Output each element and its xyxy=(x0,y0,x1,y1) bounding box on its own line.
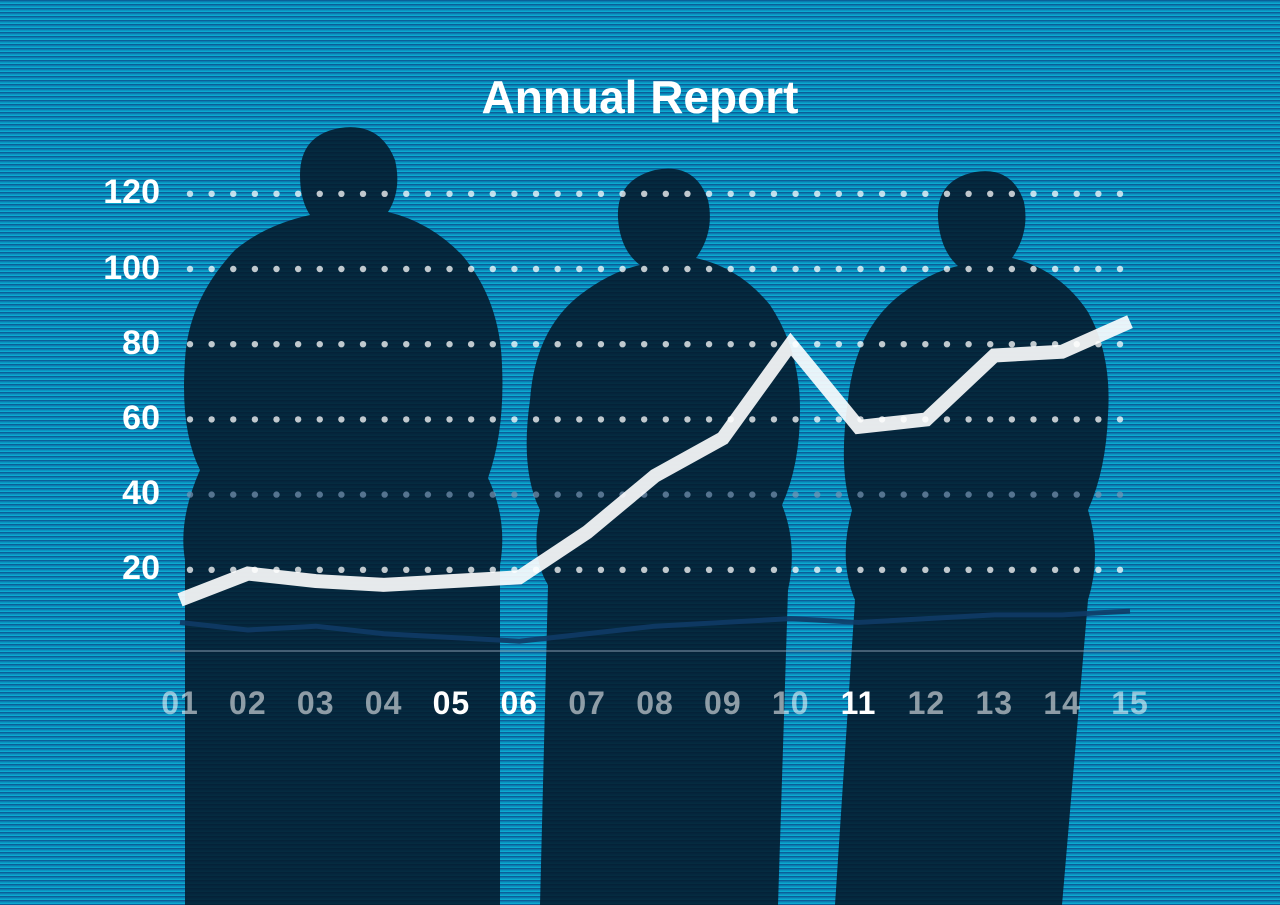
x-tick-label: 11 xyxy=(829,685,889,722)
y-tick-label: 40 xyxy=(80,474,160,513)
series-main xyxy=(180,322,1130,600)
grid xyxy=(187,191,1123,573)
y-tick-label: 20 xyxy=(80,549,160,588)
x-tick-label: 04 xyxy=(354,685,414,722)
x-tick-label: 01 xyxy=(150,685,210,722)
line-chart xyxy=(0,0,1280,905)
y-tick-label: 80 xyxy=(80,324,160,363)
y-tick-label: 100 xyxy=(80,249,160,288)
x-tick-label: 09 xyxy=(693,685,753,722)
x-tick-label: 15 xyxy=(1100,685,1160,722)
x-tick-label: 05 xyxy=(421,685,481,722)
x-tick-label: 12 xyxy=(896,685,956,722)
x-tick-label: 10 xyxy=(761,685,821,722)
x-tick-label: 08 xyxy=(625,685,685,722)
x-tick-label: 02 xyxy=(218,685,278,722)
x-tick-label: 14 xyxy=(1032,685,1092,722)
y-tick-label: 60 xyxy=(80,399,160,438)
x-tick-label: 03 xyxy=(286,685,346,722)
series-baseline xyxy=(180,611,1130,641)
annual-report-graphic: Annual Report 20406080100120010203040506… xyxy=(0,0,1280,905)
x-tick-label: 13 xyxy=(964,685,1024,722)
y-tick-label: 120 xyxy=(80,173,160,212)
x-tick-label: 06 xyxy=(489,685,549,722)
x-tick-label: 07 xyxy=(557,685,617,722)
